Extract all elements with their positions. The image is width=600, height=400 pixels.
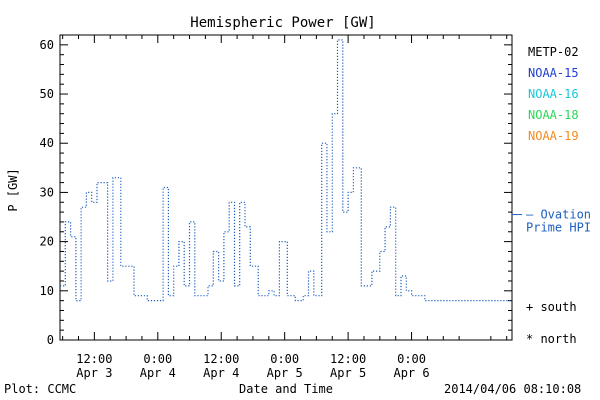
x-tick-label-date: Apr 5 — [267, 366, 303, 380]
x-tick-label-date: Apr 3 — [76, 366, 112, 380]
x-tick-label-date: Apr 6 — [393, 366, 429, 380]
legend-north-marker: * north — [526, 332, 577, 346]
x-tick-label-time: 12:00 — [330, 352, 366, 366]
y-axis-label: P [GW] — [6, 168, 20, 211]
series-layer — [60, 39, 512, 302]
y-tick-label: 50 — [40, 87, 54, 101]
legend-item: NOAA-19 — [528, 129, 579, 143]
x-tick-label-time: 12:00 — [76, 352, 112, 366]
plot-frame — [59, 34, 513, 341]
legend-item: METP-02 — [528, 45, 579, 59]
legend-item: NOAA-16 — [528, 87, 579, 101]
x-tick-label-date: Apr 4 — [203, 366, 239, 380]
x-tick-label-time: 0:00 — [397, 352, 426, 366]
y-tick-labels: 0 10 20 30 40 50 60 — [40, 38, 54, 347]
model-label-line2: Prime HPI — [526, 221, 591, 235]
legend-south-marker: + south — [526, 300, 577, 314]
y-tick-label: 20 — [40, 235, 54, 249]
x-tick-label-time: 12:00 — [203, 352, 239, 366]
hpi-series-line — [60, 39, 512, 302]
legend: METP-02 NOAA-15 NOAA-16 NOAA-18 NOAA-19 — [528, 45, 579, 143]
plot-credit: Plot: CCMC — [4, 382, 76, 396]
model-label-line1: — Ovation — [526, 208, 591, 222]
y-tick-label: 60 — [40, 38, 54, 52]
legend-item: NOAA-18 — [528, 108, 579, 122]
y-tick-label: 30 — [40, 185, 54, 199]
y-tick-label: 40 — [40, 136, 54, 150]
axis-ticks — [60, 35, 512, 341]
chart-title: Hemispheric Power [GW] — [190, 15, 375, 31]
y-tick-label: 10 — [40, 284, 54, 298]
x-tick-label-date: Apr 4 — [140, 366, 176, 380]
x-tick-label-time: 0:00 — [270, 352, 299, 366]
x-tick-label-date: Apr 5 — [330, 366, 366, 380]
y-tick-label: 0 — [47, 333, 54, 347]
legend-item: NOAA-15 — [528, 66, 579, 80]
plot-timestamp: 2014/04/06 08:10:08 — [444, 382, 581, 396]
x-axis-label: Date and Time — [239, 382, 333, 396]
x-tick-label-time: 0:00 — [143, 352, 172, 366]
